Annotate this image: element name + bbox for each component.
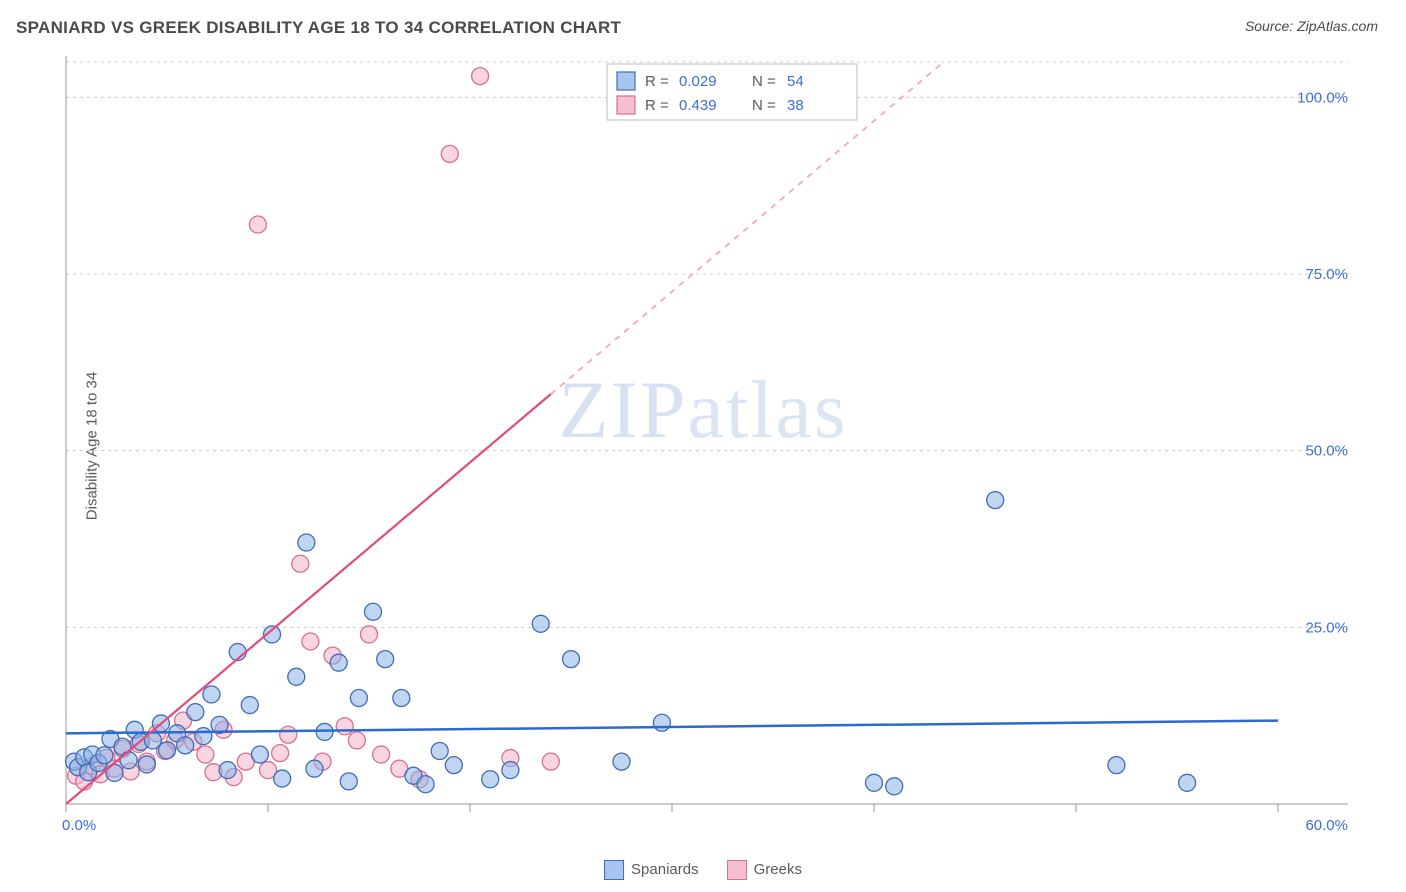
svg-text:100.0%: 100.0% xyxy=(1297,89,1348,106)
x-tick-labels: 0.0% 60.0% xyxy=(62,817,1348,834)
svg-text:N =: N = xyxy=(752,97,776,114)
greek-points xyxy=(68,68,560,790)
chart-title: SPANIARD VS GREEK DISABILITY AGE 18 TO 3… xyxy=(16,18,621,38)
legend-label-spaniards: Spaniards xyxy=(631,861,699,878)
svg-text:0.439: 0.439 xyxy=(679,97,717,114)
svg-text:54: 54 xyxy=(787,73,804,90)
scatter-plot: 25.0% 50.0% 75.0% 100.0% 0.0% 60.0% R = 0.029… xyxy=(48,50,1368,840)
svg-text:R =: R = xyxy=(645,97,669,114)
trend-lines xyxy=(66,62,1278,804)
legend-swatch-pink xyxy=(727,860,747,880)
svg-text:0.0%: 0.0% xyxy=(62,817,96,834)
svg-text:N =: N = xyxy=(752,73,776,90)
gridlines xyxy=(66,62,1348,627)
axes xyxy=(66,56,1348,812)
svg-text:75.0%: 75.0% xyxy=(1305,266,1348,283)
y-tick-labels: 25.0% 50.0% 75.0% 100.0% xyxy=(1297,89,1348,636)
source-attribution: Source: ZipAtlas.com xyxy=(1245,18,1378,34)
svg-text:38: 38 xyxy=(787,97,804,114)
legend-item-spaniards: Spaniards xyxy=(604,860,699,880)
svg-text:25.0%: 25.0% xyxy=(1305,619,1348,636)
stats-legend: R = 0.029 N = 54 R = 0.439 N = 38 xyxy=(607,64,857,120)
legend-swatch-blue xyxy=(604,860,624,880)
spaniard-points xyxy=(66,492,1196,795)
svg-text:R =: R = xyxy=(645,73,669,90)
legend-item-greeks: Greeks xyxy=(727,860,802,880)
legend-label-greeks: Greeks xyxy=(754,861,802,878)
svg-text:0.029: 0.029 xyxy=(679,73,717,90)
series-legend: Spaniards Greeks xyxy=(604,860,802,880)
svg-text:50.0%: 50.0% xyxy=(1305,443,1348,460)
svg-text:60.0%: 60.0% xyxy=(1305,817,1348,834)
